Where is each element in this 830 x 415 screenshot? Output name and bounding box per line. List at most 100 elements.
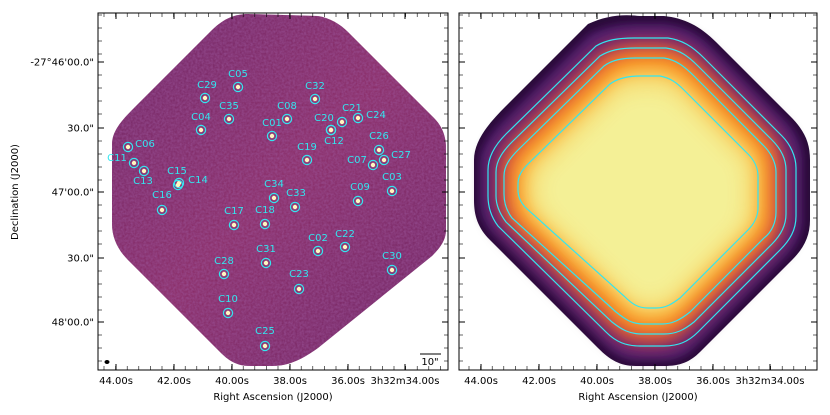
- source-c21[interactable]: C21: [336, 103, 362, 128]
- source-circle[interactable]: [281, 113, 293, 125]
- source-c17[interactable]: C17: [224, 206, 244, 231]
- source-c33[interactable]: C33: [286, 188, 306, 213]
- source-c31[interactable]: C31: [256, 244, 276, 269]
- source-label: C31: [256, 244, 276, 255]
- source-label: C09: [350, 182, 370, 193]
- left-x-tick-label: 3h32m34.00s: [370, 376, 439, 387]
- source-label: C12: [324, 136, 344, 147]
- source-circle[interactable]: [352, 112, 364, 124]
- source-label: C25: [255, 326, 275, 337]
- source-label: C10: [218, 294, 238, 305]
- source-peak: [328, 127, 334, 133]
- source-circle[interactable]: [386, 264, 398, 276]
- source-peak: [381, 157, 387, 163]
- right-x-tick-label: 38.00s: [638, 376, 672, 387]
- source-circle[interactable]: [173, 177, 185, 189]
- left-y-tick-label: 30.0": [67, 124, 94, 135]
- source-c14[interactable]: C14: [172, 175, 208, 191]
- source-c22[interactable]: C22: [335, 229, 355, 253]
- source-c24[interactable]: C24: [352, 110, 386, 124]
- source-c08[interactable]: C08: [277, 101, 297, 125]
- source-circle[interactable]: [195, 124, 207, 136]
- source-c10[interactable]: C10: [218, 294, 238, 319]
- source-circle[interactable]: [260, 257, 272, 269]
- source-c03[interactable]: C03: [382, 172, 402, 197]
- source-c35[interactable]: C35: [219, 101, 239, 125]
- source-circle[interactable]: [309, 93, 321, 105]
- source-circle[interactable]: [293, 283, 305, 295]
- source-c06[interactable]: C06: [122, 139, 155, 153]
- source-circle[interactable]: [312, 245, 324, 257]
- source-circle[interactable]: [228, 219, 240, 231]
- source-circle[interactable]: [222, 307, 234, 319]
- scalebar-label: 10": [421, 357, 438, 368]
- source-label: C27: [391, 150, 411, 161]
- source-circle[interactable]: [386, 185, 398, 197]
- source-circle[interactable]: [268, 192, 280, 204]
- contour-3: [503, 57, 777, 325]
- source-circle[interactable]: [138, 165, 150, 177]
- source-c28[interactable]: C28: [214, 256, 234, 280]
- left-x-tick-label: 42.00s: [157, 376, 191, 387]
- source-circle[interactable]: [352, 195, 364, 207]
- source-circle[interactable]: [378, 154, 390, 166]
- source-c09[interactable]: C09: [350, 182, 370, 207]
- source-c04[interactable]: C04: [191, 112, 211, 136]
- source-c23[interactable]: C23: [289, 269, 309, 295]
- source-c25[interactable]: C25: [255, 326, 275, 352]
- source-c29[interactable]: C29: [197, 80, 217, 104]
- source-circle[interactable]: [218, 268, 230, 280]
- beam-ellipse: [104, 360, 110, 364]
- source-label: C15: [167, 166, 187, 177]
- source-c26[interactable]: C26: [369, 131, 389, 156]
- source-label: C34: [264, 179, 284, 190]
- source-circle[interactable]: [223, 113, 235, 125]
- source-c05[interactable]: C05: [228, 69, 248, 93]
- source-c13[interactable]: C13: [133, 165, 153, 187]
- source-circle[interactable]: [289, 201, 301, 213]
- source-c12[interactable]: C12: [324, 124, 344, 147]
- source-c11[interactable]: C11: [107, 153, 140, 169]
- source-peak: [355, 198, 361, 204]
- contour-2: [495, 47, 787, 335]
- source-peak: [226, 116, 232, 122]
- source-peak: [370, 162, 376, 168]
- source-c34[interactable]: C34: [264, 179, 284, 204]
- source-c27[interactable]: C27: [378, 150, 411, 166]
- source-circle[interactable]: [156, 204, 168, 216]
- source-c07[interactable]: C07: [347, 155, 379, 171]
- source-circle[interactable]: [259, 218, 271, 230]
- source-peak: [269, 133, 275, 139]
- coverage-contours: [487, 37, 797, 347]
- source-circle[interactable]: [232, 81, 244, 93]
- left-y-tick-label: 30.0": [67, 254, 94, 265]
- left-y-tick-label: 48'00.0": [52, 318, 94, 329]
- source-c01[interactable]: C01: [262, 118, 282, 142]
- source-circle[interactable]: [266, 130, 278, 142]
- source-peak: [263, 260, 269, 266]
- source-circle[interactable]: [367, 159, 379, 171]
- source-c16[interactable]: C16: [152, 190, 172, 216]
- source-label: C11: [107, 153, 127, 164]
- source-c32[interactable]: C32: [305, 81, 325, 105]
- source-circle[interactable]: [373, 144, 385, 156]
- source-circle[interactable]: [128, 157, 140, 169]
- source-circle[interactable]: [172, 179, 184, 191]
- source-circle[interactable]: [339, 241, 351, 253]
- source-c18[interactable]: C18: [255, 205, 275, 230]
- source-circle[interactable]: [325, 124, 337, 136]
- source-circle[interactable]: [259, 340, 271, 352]
- source-circle[interactable]: [122, 141, 134, 153]
- source-circle[interactable]: [199, 92, 211, 104]
- source-c30[interactable]: C30: [382, 251, 402, 276]
- left-panel: C05 C29 C32 C35 C08 C21 C04 C20 C24 C01 C12 C26 C06 C…: [10, 12, 449, 403]
- source-circle[interactable]: [336, 116, 348, 128]
- source-circle[interactable]: [301, 154, 313, 166]
- source-c02[interactable]: C02: [308, 233, 328, 257]
- source-peak: [271, 195, 277, 201]
- contour-1: [487, 37, 797, 347]
- source-c19[interactable]: C19: [297, 142, 317, 166]
- source-label: C19: [297, 142, 317, 153]
- source-peak: [159, 207, 165, 213]
